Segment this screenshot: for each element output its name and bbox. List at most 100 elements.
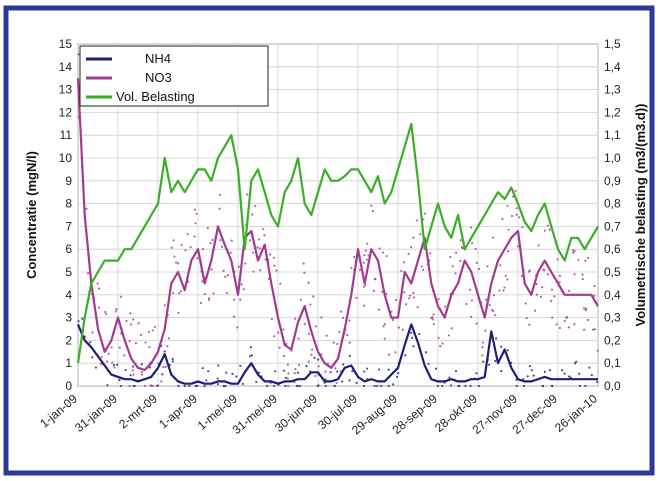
- raw-point: [449, 255, 452, 259]
- raw-point: [503, 286, 506, 289]
- raw-point: [178, 292, 181, 295]
- left-tick-label: 6: [65, 242, 72, 256]
- raw-point: [535, 293, 539, 296]
- raw-point: [541, 286, 544, 289]
- raw-point: [129, 312, 132, 315]
- raw-point: [434, 367, 438, 370]
- raw-point: [132, 373, 135, 376]
- raw-point: [203, 293, 207, 296]
- raw-point: [305, 365, 308, 368]
- raw-point: [236, 326, 239, 329]
- raw-point: [506, 250, 510, 253]
- raw-point: [488, 303, 491, 307]
- raw-point: [383, 323, 386, 326]
- raw-point: [267, 277, 270, 280]
- outer-border: [3, 5, 655, 476]
- raw-point: [282, 369, 286, 372]
- raw-point: [437, 336, 440, 339]
- raw-point: [342, 316, 345, 320]
- raw-point: [351, 370, 354, 373]
- raw-point: [584, 259, 587, 262]
- raw-point: [248, 355, 252, 358]
- raw-point: [484, 329, 487, 332]
- raw-point: [470, 226, 473, 229]
- left-tick-label: 13: [59, 83, 73, 97]
- raw-point: [521, 226, 524, 229]
- right-tick-label: 0,3: [604, 311, 621, 325]
- raw-point: [402, 261, 405, 264]
- raw-point: [118, 379, 121, 382]
- raw-point: [410, 331, 413, 334]
- raw-point: [364, 249, 367, 252]
- raw-point: [520, 274, 523, 278]
- raw-point: [173, 255, 176, 258]
- raw-point: [96, 282, 99, 285]
- raw-point: [172, 292, 175, 295]
- raw-point: [244, 262, 247, 265]
- x-tick-label: 28-sep-09: [390, 391, 441, 437]
- raw-point: [262, 227, 265, 231]
- x-tick-label: 31-mei-09: [230, 391, 281, 437]
- raw-point: [543, 370, 547, 373]
- raw-point: [241, 382, 245, 386]
- left-tick-label: 8: [65, 197, 72, 211]
- raw-point: [464, 384, 467, 388]
- raw-point: [555, 323, 558, 326]
- raw-point: [558, 274, 562, 277]
- raw-point: [427, 362, 430, 365]
- raw-point: [500, 369, 503, 373]
- left-tick-label: 9: [65, 174, 72, 188]
- raw-point: [596, 380, 599, 384]
- raw-point: [387, 368, 390, 371]
- raw-point: [537, 244, 540, 247]
- raw-point: [196, 257, 199, 260]
- raw-point: [128, 340, 131, 343]
- series-group: [76, 53, 599, 388]
- raw-point: [451, 265, 454, 268]
- raw-point: [465, 302, 468, 306]
- raw-point: [208, 297, 211, 300]
- raw-point: [543, 229, 546, 232]
- raw-point: [350, 266, 353, 270]
- raw-point: [201, 280, 204, 283]
- raw-point: [218, 193, 222, 196]
- raw-point: [355, 381, 358, 384]
- raw-point: [148, 366, 152, 369]
- left-tick-label: 0: [65, 379, 72, 393]
- raw-point: [314, 374, 317, 378]
- right-tick-label: 0,6: [604, 242, 621, 256]
- raw-point: [104, 310, 107, 314]
- raw-point: [410, 246, 413, 249]
- raw-point: [444, 305, 447, 308]
- raw-point: [542, 268, 545, 271]
- right-tick-label: 1,5: [604, 37, 621, 51]
- raw-point: [449, 384, 453, 387]
- raw-point: [220, 245, 224, 248]
- raw-point: [115, 308, 118, 311]
- right-tick-label: 0,4: [604, 288, 621, 302]
- raw-point: [412, 296, 416, 299]
- raw-point: [297, 337, 300, 340]
- raw-point: [447, 334, 450, 337]
- raw-point: [206, 226, 209, 230]
- raw-point: [91, 356, 94, 359]
- raw-point: [325, 334, 328, 337]
- raw-point: [585, 307, 588, 310]
- raw-point: [279, 282, 282, 285]
- raw-point: [282, 354, 286, 358]
- raw-point: [111, 361, 114, 364]
- x-tick-label: 2-mrt-09: [116, 391, 160, 431]
- raw-point: [385, 254, 388, 258]
- raw-point: [363, 370, 366, 373]
- raw-point: [85, 207, 88, 210]
- raw-point: [193, 208, 197, 211]
- raw-point: [249, 346, 252, 349]
- raw-point: [377, 308, 380, 311]
- raw-point: [309, 303, 312, 306]
- raw-point: [504, 274, 507, 278]
- raw-point: [411, 336, 414, 340]
- raw-point: [336, 370, 339, 373]
- raw-point: [390, 310, 393, 313]
- raw-point: [224, 384, 227, 388]
